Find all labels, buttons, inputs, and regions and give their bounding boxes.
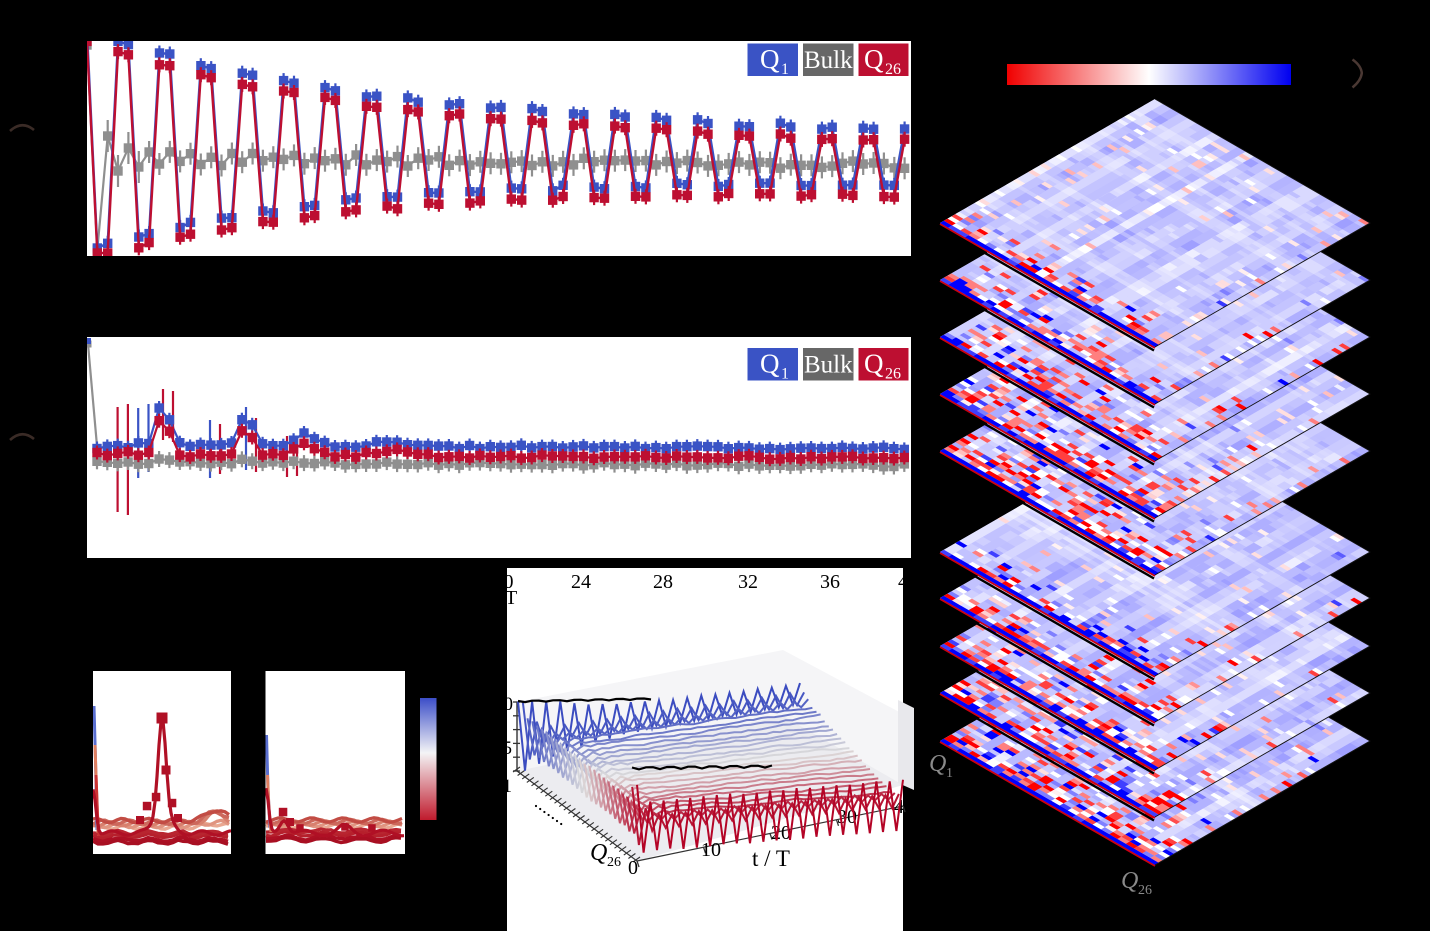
svg-text:26: 26 — [885, 366, 901, 383]
svg-text:1: 1 — [946, 766, 953, 781]
svg-text:Bulk: Bulk — [804, 352, 853, 379]
svg-text:20: 20 — [494, 571, 514, 593]
svg-text:Q: Q — [760, 349, 780, 379]
svg-text:5: 5 — [503, 738, 513, 759]
svg-text:t / T: t / T — [752, 846, 790, 871]
svg-text:26: 26 — [885, 61, 901, 78]
svg-text:0: 0 — [504, 694, 514, 715]
svg-text:36: 36 — [820, 571, 840, 593]
svg-text:Q: Q — [864, 349, 884, 379]
svg-text:Bulk: Bulk — [804, 47, 853, 74]
svg-text:1: 1 — [781, 61, 789, 78]
svg-text:T: T — [505, 587, 517, 609]
svg-text:10: 10 — [701, 839, 721, 861]
svg-text:32: 32 — [738, 571, 758, 593]
svg-text:40: 40 — [898, 571, 918, 593]
svg-text:24: 24 — [571, 571, 591, 593]
svg-text:0: 0 — [628, 857, 638, 879]
svg-text:Q: Q — [1121, 868, 1138, 894]
svg-text:28: 28 — [653, 571, 673, 593]
svg-text:1: 1 — [503, 776, 513, 797]
svg-text:26: 26 — [607, 855, 621, 870]
svg-text:Q: Q — [760, 44, 780, 74]
svg-text:Q: Q — [864, 44, 884, 74]
svg-text:Q: Q — [929, 751, 946, 777]
svg-text:26: 26 — [1138, 883, 1152, 898]
svg-text:Q: Q — [590, 840, 607, 866]
svg-text:1: 1 — [781, 366, 789, 383]
